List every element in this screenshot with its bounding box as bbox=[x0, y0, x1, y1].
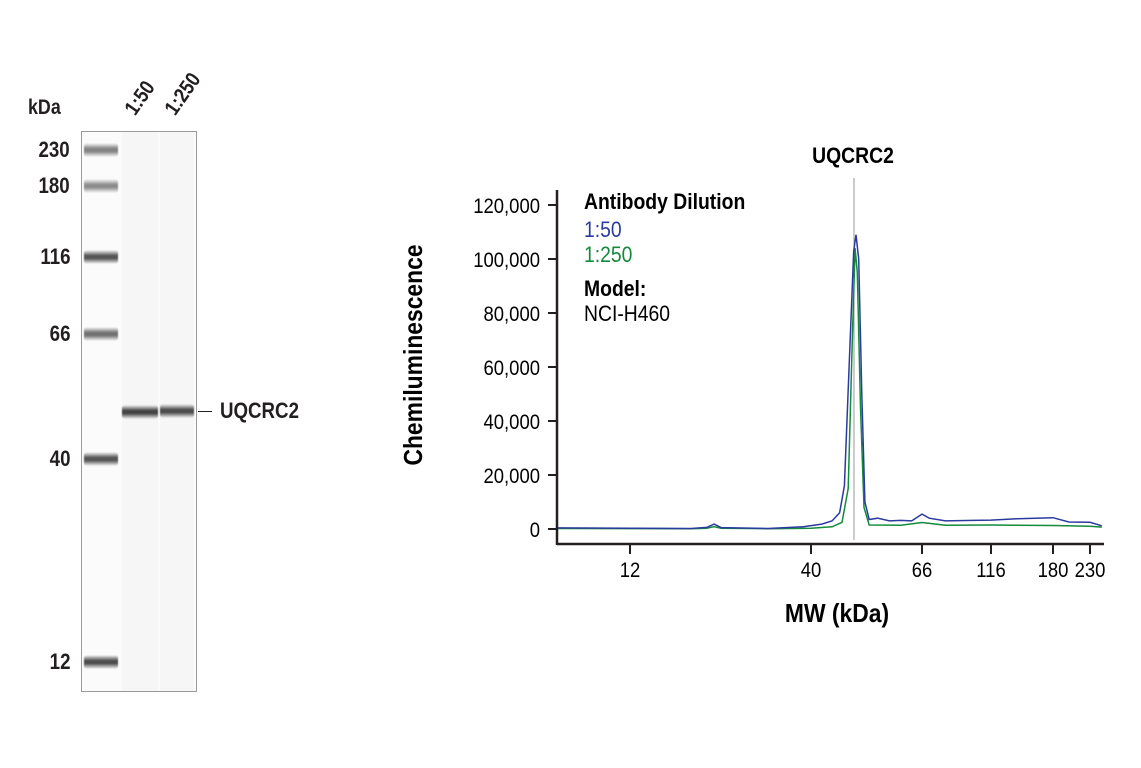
uqcrc2-band-1-50 bbox=[122, 405, 158, 419]
ladder-band-12 bbox=[84, 655, 118, 669]
ladder-label-116: 116 bbox=[39, 244, 70, 269]
y-tick-label: 80,000 bbox=[484, 303, 540, 326]
y-tick-label: 0 bbox=[530, 519, 540, 542]
model-name: NCI-H460 bbox=[584, 302, 670, 326]
y-tick-label: 100,000 bbox=[473, 249, 540, 272]
x-tick-label: 12 bbox=[620, 559, 641, 582]
ladder-label-66: 66 bbox=[49, 321, 70, 346]
ladder-label-12: 12 bbox=[49, 649, 70, 674]
x-axis-label: MW (kDa) bbox=[785, 600, 889, 629]
ladder-band-40 bbox=[84, 452, 118, 466]
ladder-label-230: 230 bbox=[38, 137, 70, 162]
ladder-band-116 bbox=[84, 250, 118, 264]
y-tick-label: 60,000 bbox=[484, 357, 540, 380]
y-tick-label: 120,000 bbox=[473, 195, 540, 218]
model-title: Model: bbox=[584, 277, 646, 301]
ladder-band-66 bbox=[84, 327, 118, 341]
x-tick-label: 40 bbox=[801, 559, 822, 582]
x-tick-label: 66 bbox=[912, 559, 933, 582]
x-tick-label: 116 bbox=[976, 559, 1005, 582]
ladder-band-230 bbox=[84, 143, 118, 157]
ladder-label-180: 180 bbox=[38, 173, 70, 198]
legend-item-1-50: 1:50 bbox=[584, 218, 622, 242]
legend-item-1-250: 1:250 bbox=[584, 243, 632, 267]
y-tick-label: 40,000 bbox=[484, 411, 540, 434]
ladder-band-180 bbox=[84, 179, 118, 193]
target-label: UQCRC2 bbox=[220, 398, 299, 423]
y-tick-label: 20,000 bbox=[484, 465, 540, 488]
series-line-1-50 bbox=[557, 234, 1103, 530]
x-tick-label: 230 bbox=[1075, 559, 1106, 582]
y-axis-label: Chemiluminescence bbox=[400, 244, 429, 465]
series-line-1-250 bbox=[557, 248, 1102, 530]
kda-unit-label: kDa bbox=[28, 96, 61, 119]
x-tick-label: 180 bbox=[1038, 559, 1069, 582]
ladder-label-40: 40 bbox=[49, 446, 70, 471]
peak-label: UQCRC2 bbox=[812, 144, 894, 168]
uqcrc2-band-1-250 bbox=[160, 404, 194, 418]
legend-title: Antibody Dilution bbox=[584, 190, 745, 214]
target-pointer-line bbox=[198, 411, 212, 412]
gel-image bbox=[81, 131, 197, 692]
